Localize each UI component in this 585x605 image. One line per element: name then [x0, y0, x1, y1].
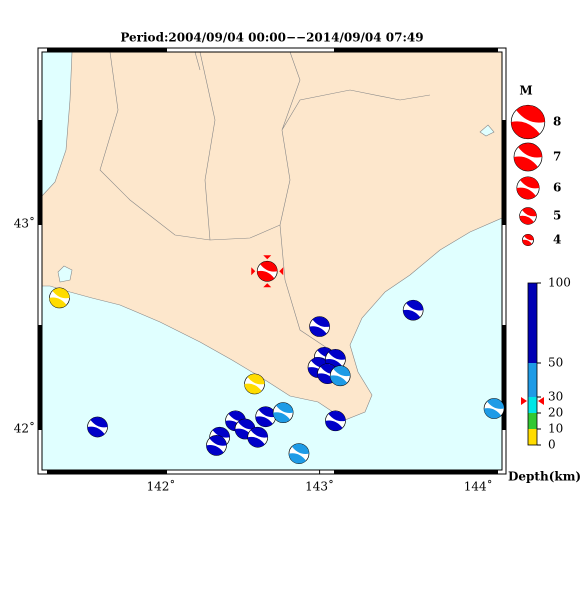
title: Period:2004/09/04 00:00−−2014/09/04 07:4… — [120, 31, 423, 45]
event-lobe — [206, 435, 227, 456]
legend-label: 4 — [553, 233, 561, 247]
event — [288, 443, 310, 464]
event-lobe — [49, 288, 70, 308]
legend-title: M — [519, 84, 532, 98]
depth-tick-label: 20 — [548, 406, 563, 420]
x-tick-label: 143˚ — [305, 479, 334, 494]
event-lobe — [257, 261, 278, 282]
depth-tick-label: 50 — [548, 356, 563, 370]
legend-label: 6 — [553, 181, 561, 195]
event-lobe — [273, 402, 294, 423]
event — [510, 104, 546, 140]
event — [513, 142, 543, 172]
event-lobe — [403, 300, 424, 321]
event-lobe — [247, 427, 268, 448]
event-pointer — [279, 267, 284, 276]
event — [329, 365, 351, 387]
event-pointer — [251, 267, 256, 276]
event — [516, 176, 540, 200]
event — [325, 410, 346, 432]
event-lobe — [514, 143, 542, 171]
depth-tick-label: 10 — [548, 422, 563, 436]
event-lobe — [244, 374, 265, 394]
boundaries — [99, 51, 431, 351]
event-lobe — [522, 234, 534, 246]
event-lobe — [87, 417, 108, 437]
event-lobe — [516, 176, 540, 200]
lake — [57, 265, 73, 283]
event — [309, 316, 330, 337]
depth-pointer — [521, 397, 544, 405]
event — [256, 260, 278, 282]
event-lobe — [325, 410, 346, 431]
frame — [37, 47, 507, 475]
event-pointer — [263, 255, 272, 260]
event-lobe — [309, 316, 330, 337]
event-lobe — [330, 365, 351, 386]
event-lobe — [484, 398, 505, 419]
legend-label: 8 — [553, 115, 561, 129]
event — [483, 398, 505, 419]
x-tick-label: 144˚ — [464, 479, 493, 494]
y-tick-label: 43˚ — [14, 216, 35, 231]
event — [247, 426, 269, 448]
depth-tick-label: 0 — [548, 438, 556, 452]
depth-segment — [528, 429, 537, 445]
event — [272, 402, 294, 423]
depth-label: Depth(km) — [508, 470, 581, 484]
event — [402, 299, 424, 321]
event — [244, 373, 265, 395]
event-lobe — [255, 406, 276, 427]
depth-tick-label: 100 — [548, 276, 571, 290]
event — [206, 435, 227, 456]
depth-bar-frame — [527, 282, 538, 446]
event-lobe — [288, 443, 309, 464]
lake — [479, 124, 495, 137]
event — [255, 406, 277, 428]
x-tick-label: 142˚ — [147, 479, 176, 494]
event — [49, 287, 70, 309]
depth-segment — [528, 413, 537, 429]
legend-label: 7 — [553, 150, 561, 164]
frame — [41, 51, 503, 471]
event-lobe — [511, 105, 545, 139]
event-pointer — [263, 283, 272, 288]
event — [522, 234, 534, 246]
depth-segment — [528, 397, 537, 413]
legend-label: 5 — [553, 209, 561, 223]
depth-segment — [528, 283, 537, 363]
event — [519, 207, 537, 225]
y-tick-label: 42˚ — [14, 421, 35, 436]
depth-segment — [528, 363, 537, 397]
depth-tick-label: 30 — [548, 390, 563, 404]
event-lobe — [519, 207, 537, 225]
event — [87, 416, 108, 438]
